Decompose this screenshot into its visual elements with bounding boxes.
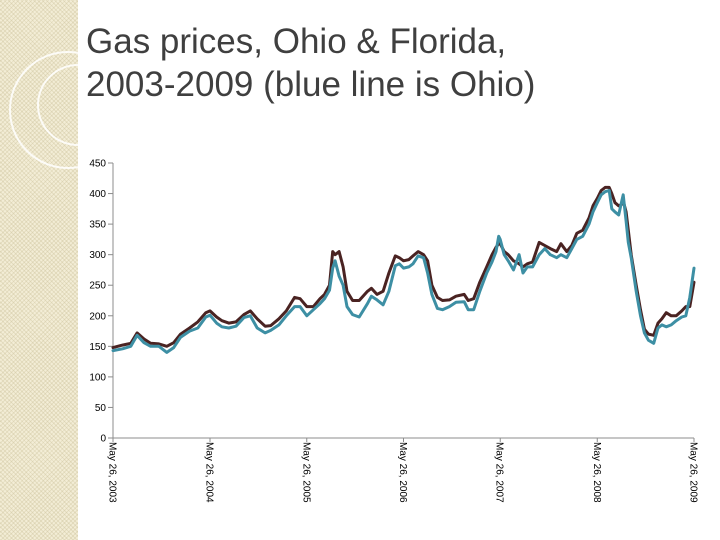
x-tick-label: May 26, 2007: [494, 442, 505, 503]
y-tick-label: 250: [89, 281, 106, 292]
slide-title: Gas prices, Ohio & Florida, 2003-2009 (b…: [86, 20, 686, 106]
slide-title-line1: Gas prices, Ohio & Florida,: [86, 22, 507, 61]
x-tick-label: May 26, 2009: [688, 442, 699, 503]
y-tick-label: 0: [100, 434, 106, 445]
y-tick-label: 400: [89, 189, 106, 200]
y-tick-label: 150: [89, 342, 106, 353]
x-tick-label: May 26, 2005: [300, 442, 311, 503]
decorative-circle-outer: [9, 51, 127, 169]
ohio-price-line: [111, 189, 696, 354]
y-tick-label: 450: [89, 159, 106, 170]
y-tick-label: 200: [89, 311, 106, 322]
decorative-circle-inner: [37, 64, 119, 146]
slide-title-line2: 2003-2009 (blue line is Ohio): [86, 65, 536, 104]
x-tick-label: May 26, 2008: [591, 442, 602, 503]
x-tick-label: May 26, 2003: [107, 442, 118, 503]
x-tick-label: May 26, 2006: [397, 442, 408, 503]
y-tick-label: 50: [95, 403, 107, 414]
y-tick-label: 100: [89, 372, 106, 383]
x-tick-label: May 26, 2004: [204, 442, 215, 503]
decorative-circles: [9, 51, 127, 169]
y-tick-label: 300: [89, 250, 106, 261]
y-tick-label: 350: [89, 220, 106, 231]
